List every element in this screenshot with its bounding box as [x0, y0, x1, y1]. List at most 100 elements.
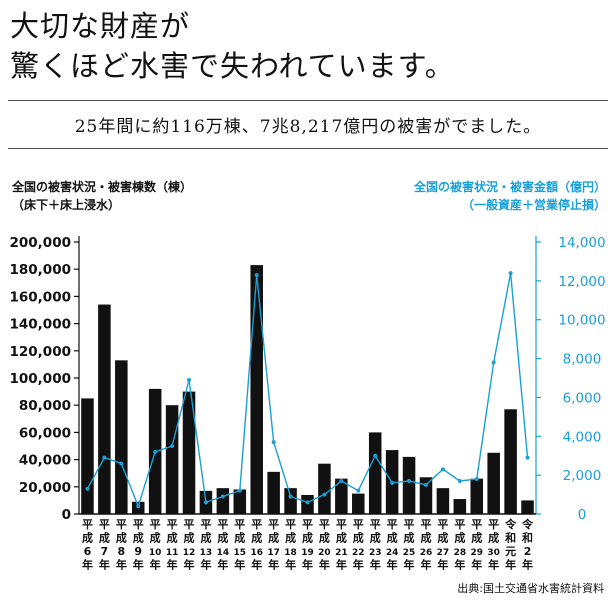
x-axis-label: 平成 8 年 — [116, 518, 127, 572]
damage-amount-point — [440, 467, 445, 472]
damage-amount-point — [407, 478, 412, 483]
damage-amount-point — [474, 477, 479, 482]
bar-house-count — [470, 478, 484, 514]
headline-line1: 大切な財産が — [10, 9, 191, 43]
bottom-rule — [8, 148, 608, 149]
left-axis-tick-label: 80,000 — [19, 398, 71, 414]
bar-house-count — [115, 360, 128, 514]
left-axis-legend: 全国の被害状況・被害棟数（棟） （床下＋床上浸水） — [12, 178, 192, 214]
x-axis-label: 平成 7 年 — [99, 518, 110, 572]
x-axis-label: 平成 6 年 — [82, 518, 93, 572]
x-axis-label: 平成 12 年 — [183, 518, 196, 572]
damage-amount-point — [153, 449, 158, 454]
x-axis-label: 平成 21 年 — [335, 518, 348, 572]
right-axis-tick-label: 4,000 — [563, 429, 602, 445]
x-axis-label: 令和 2 年 — [521, 517, 534, 572]
x-axis-label: 平成 22 年 — [352, 518, 365, 572]
bar-house-count — [402, 456, 416, 514]
damage-amount-point — [423, 482, 428, 487]
x-axis-label: 令和元年 — [504, 517, 517, 572]
right-axis-legend: 全国の被害状況・被害金額（億円） （一般資産＋営業停止損） — [414, 178, 606, 214]
bar-house-count — [233, 489, 247, 514]
damage-amount-point — [288, 494, 293, 499]
top-rule — [8, 100, 608, 101]
bar-house-count — [81, 398, 94, 514]
bar-house-count — [436, 488, 450, 514]
bar-house-count — [250, 265, 263, 514]
damage-amount-point — [254, 273, 259, 278]
right-axis-label-line1: 全国の被害状況・被害金額（億円） — [413, 180, 606, 194]
left-axis-tick-label: 100,000 — [10, 371, 72, 387]
left-axis-tick-label: 20,000 — [19, 480, 71, 496]
bar-house-count — [368, 432, 382, 514]
damage-amount-point — [525, 455, 530, 460]
x-axis-label: 平成 13 年 — [200, 518, 213, 572]
left-axis-label-line1: 全国の被害状況・被害棟数（棟） — [12, 180, 193, 194]
x-axis-label: 平成 17 年 — [267, 518, 280, 572]
bar-house-count — [504, 409, 517, 514]
damage-amount-point — [237, 488, 242, 493]
bar-house-count — [453, 499, 467, 514]
damage-amount-point — [491, 360, 496, 365]
bar-house-count — [521, 500, 534, 514]
left-axis-tick-label: 120,000 — [10, 344, 72, 360]
x-axis-label: 平成 16 年 — [250, 518, 263, 572]
x-axis-label: 平成 25 年 — [403, 518, 416, 572]
bar-house-count — [182, 391, 196, 514]
x-axis-label: 平成 20 年 — [318, 518, 331, 572]
x-axis-label: 平成 19 年 — [301, 518, 314, 572]
damage-amount-point — [170, 444, 175, 448]
right-axis-tick-label: 2,000 — [563, 468, 602, 484]
bar-house-count — [318, 463, 331, 514]
damage-amount-point — [457, 478, 462, 483]
damage-amount-point — [390, 480, 395, 485]
left-axis-tick-label: 180,000 — [10, 262, 72, 278]
damage-amount-point — [203, 500, 208, 505]
bar-house-count — [98, 304, 111, 514]
damage-amount-point — [305, 500, 310, 505]
damage-amount-point — [136, 504, 141, 509]
bar-house-count — [284, 488, 297, 514]
x-axis-label: 平成 26 年 — [420, 518, 433, 572]
source-note: 出典:国土交通省水害統計資料 — [457, 582, 604, 595]
damage-amount-point — [85, 486, 90, 491]
left-axis-tick-label: 160,000 — [10, 289, 72, 305]
bar-house-count — [487, 452, 500, 514]
x-axis-label: 平成 28 年 — [454, 518, 467, 572]
left-axis-tick-label: 60,000 — [19, 425, 71, 441]
x-axis-label: 平成 15 年 — [234, 518, 247, 572]
damage-amount-point — [271, 440, 276, 445]
damage-amount-point — [356, 488, 361, 493]
bar-house-count — [301, 494, 314, 514]
damage-amount-point — [220, 494, 225, 499]
right-axis-tick-label: 0 — [578, 507, 587, 523]
right-axis-tick-label: 12,000 — [558, 274, 605, 290]
right-axis-tick-label: 8,000 — [563, 352, 602, 368]
bar-house-count — [335, 478, 348, 514]
x-axis-label: 平成 23 年 — [369, 518, 382, 572]
x-axis-label: 平成 30 年 — [487, 518, 500, 572]
headline-line2: 驚くほど水害で失われています。 — [10, 49, 455, 83]
x-axis-label: 平成 27 年 — [437, 518, 450, 572]
x-axis-label: 平成 24 年 — [386, 518, 399, 572]
bar-house-count — [216, 488, 230, 514]
left-axis-tick-label: 0 — [62, 507, 71, 523]
left-axis-tick-label: 40,000 — [19, 453, 71, 469]
summary-text: 25年間に約116万棟、7兆8,217億円の被害がでました。 — [74, 117, 542, 137]
damage-amount-point — [339, 478, 344, 483]
headline: 大切な財産が 驚くほど水害で失われています。 — [10, 6, 455, 86]
bar-house-count — [267, 471, 280, 514]
left-axis-tick-label: 200,000 — [10, 235, 72, 251]
x-axis-label: 平成 11 年 — [166, 518, 179, 572]
damage-amount-point — [119, 461, 124, 466]
damage-amount-point — [373, 453, 378, 458]
bar-house-count — [419, 477, 433, 514]
bar-house-count — [352, 493, 365, 514]
left-axis-tick-label: 140,000 — [10, 317, 72, 333]
damage-amount-point — [187, 377, 192, 382]
damage-amount-point — [102, 455, 107, 460]
right-axis-tick-label: 14,000 — [558, 235, 605, 251]
x-axis-label: 平成 29 年 — [470, 518, 483, 572]
right-axis-label-line2: （一般資産＋営業停止損） — [461, 198, 606, 212]
